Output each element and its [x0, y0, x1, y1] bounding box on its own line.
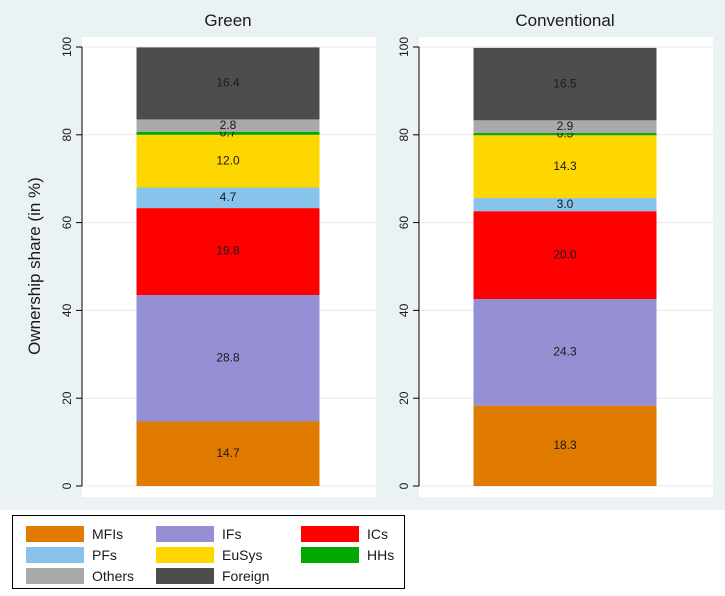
legend-label: HHs — [367, 546, 395, 563]
y-tick-label-0-60: 60 — [60, 216, 74, 230]
legend-label: MFIs — [92, 525, 124, 542]
data-label-pfs-1: 3.0 — [557, 197, 574, 211]
bar-segment-ifs-0 — [136, 295, 320, 422]
legend-label: IFs — [222, 525, 242, 542]
y-axis-title: Ownership share (in %) — [25, 177, 44, 355]
bar-segment-hhs-0 — [136, 131, 320, 135]
legend-swatch — [156, 567, 214, 584]
y-tick-label-1-20: 20 — [397, 391, 411, 405]
bar-segment-ics-0 — [136, 208, 320, 296]
data-label-mfis-0: 14.7 — [216, 446, 240, 460]
data-label-mfis-1: 18.3 — [553, 438, 577, 452]
legend-swatch — [26, 546, 84, 563]
legend-item-ifs: IFs — [156, 525, 241, 542]
data-label-pfs-0: 4.7 — [220, 190, 237, 204]
data-label-ics-0: 19.8 — [216, 244, 240, 258]
bar-segment-hhs-1 — [473, 133, 657, 136]
legend-item-foreign: Foreign — [156, 567, 269, 584]
stacked-bar-chart: Ownership share (in %) 0 20 40 60 80 100 Green 1… — [25, 11, 713, 497]
legend-item-mfis: MFIs — [26, 525, 123, 542]
panel-title-0: Green — [204, 11, 251, 30]
legend-label: ICs — [367, 525, 388, 542]
y-tick-label-1-40: 40 — [397, 303, 411, 317]
bar-segment-ics-1 — [473, 211, 657, 299]
panel-title-1: Conventional — [515, 11, 614, 30]
y-tick-label-1-0: 0 — [397, 482, 411, 489]
legend-item-hhs: HHs — [301, 546, 394, 563]
y-tick-label-0-20: 20 — [60, 391, 74, 405]
bar-segment-ifs-1 — [473, 298, 657, 406]
data-label-ifs-0: 28.8 — [216, 350, 240, 364]
y-tick-label-0-0: 0 — [60, 482, 74, 489]
legend-label: Others — [92, 567, 135, 584]
data-label-ics-1: 20.0 — [553, 247, 577, 261]
legend-swatch — [26, 525, 84, 542]
legend-swatch — [156, 546, 214, 563]
legend-swatch — [301, 525, 359, 542]
bar-segment-mfis-0 — [136, 421, 320, 486]
bar-segment-eusys-0 — [136, 134, 320, 188]
legend: MFIs IFs ICs PFs EuSys HHs Others Foreign — [12, 515, 405, 589]
bar-segment-eusys-1 — [473, 135, 657, 199]
y-tick-label-1-100: 100 — [397, 37, 411, 57]
y-tick-label-1-60: 60 — [397, 216, 411, 230]
data-label-eusys-0: 12.0 — [216, 153, 240, 167]
y-tick-label-0-40: 40 — [60, 303, 74, 317]
legend-label: EuSys — [222, 546, 263, 563]
bar-segment-foreign-0 — [136, 47, 320, 120]
data-label-others-0: 2.8 — [220, 118, 237, 132]
data-label-others-1: 2.9 — [557, 119, 574, 133]
bar-segment-pfs-1 — [473, 198, 657, 212]
y-tick-label-0-100: 100 — [60, 37, 74, 57]
bar-segment-others-0 — [136, 119, 320, 132]
data-label-foreign-1: 16.5 — [553, 76, 577, 90]
y-tick-label-1-80: 80 — [397, 128, 411, 142]
chart-area: Ownership share (in %) 0 20 40 60 80 100 Green 1… — [0, 0, 725, 510]
legend-item-others: Others — [26, 567, 134, 584]
legend-label: Foreign — [222, 567, 270, 584]
legend-item-eusys: EuSys — [156, 546, 262, 563]
legend-item-ics: ICs — [301, 525, 388, 542]
data-label-ifs-1: 24.3 — [553, 344, 577, 358]
y-tick-label-0-80: 80 — [60, 128, 74, 142]
legend-item-pfs: PFs — [26, 546, 117, 563]
data-label-eusys-1: 14.3 — [553, 159, 577, 173]
legend-label: PFs — [92, 546, 117, 563]
bar-segment-mfis-1 — [473, 405, 657, 486]
legend-swatch — [26, 567, 84, 584]
bar-segment-pfs-0 — [136, 187, 320, 209]
legend-swatch — [301, 546, 359, 563]
bar-segment-others-1 — [473, 120, 657, 134]
legend-swatch — [156, 525, 214, 542]
bar-segment-foreign-1 — [473, 47, 657, 121]
data-label-foreign-0: 16.4 — [216, 76, 240, 90]
